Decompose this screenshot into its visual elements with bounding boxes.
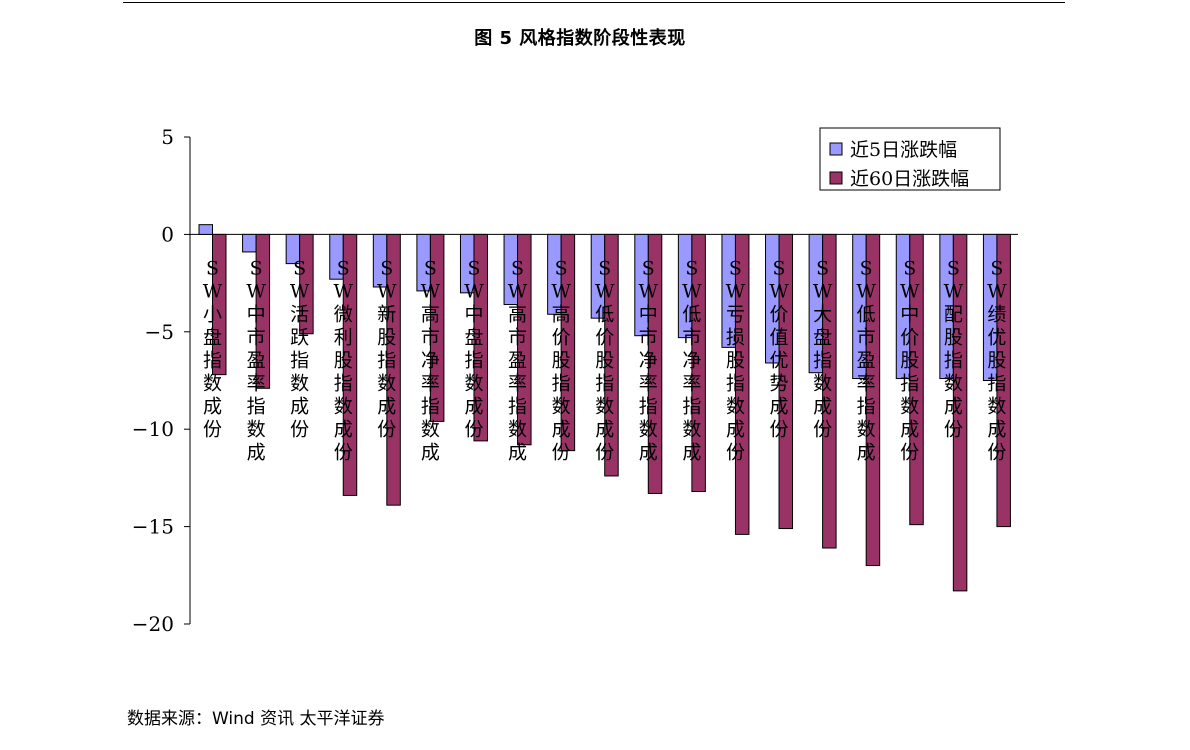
legend-label: 近60日涨跌幅 (850, 168, 969, 190)
category-label: S W 小盘指数成份 (203, 257, 223, 440)
category-label: S W 配股指数成份 (944, 257, 964, 440)
bar-60day (996, 233, 1011, 528)
category-label: S W 中市净率指数成 (639, 257, 659, 463)
category-label: S W 大盘指数成份 (813, 257, 833, 440)
category-label: S W 低市净率指数成 (682, 257, 702, 463)
bar-60day (865, 233, 881, 567)
y-tick-label: −20 (132, 612, 174, 636)
category-label: S W 活跃指数成份 (290, 257, 310, 440)
bar-60day (342, 233, 358, 496)
bar-60day (734, 233, 750, 535)
bar-60day (299, 233, 314, 335)
category-label: S W 低市盈率指数成 (856, 257, 876, 463)
bar-60day (952, 233, 968, 592)
figure-title: 图 5 风格指数阶段性表现 (474, 28, 686, 49)
bar-60day (691, 233, 706, 493)
category-label: S W 新股指数成份 (377, 257, 397, 440)
bar-60day (560, 233, 576, 452)
category-label: S W 亏损股指数成份 (726, 257, 746, 463)
category-label: S W 低价股指数成份 (595, 257, 615, 463)
category-label: S W 绩优股指数成份 (987, 257, 1007, 463)
y-tick-label: −5 (145, 320, 174, 344)
bar-60day (647, 233, 663, 494)
bar-5day (198, 224, 213, 235)
bar-60day (473, 233, 488, 442)
category-label: S W 高价股指数成份 (551, 257, 571, 463)
bar-60day (212, 233, 227, 376)
bar-5day (242, 233, 257, 253)
category-label: S W 高市盈率指数成 (508, 257, 528, 463)
bar-60day (386, 233, 401, 506)
legend-box (819, 127, 1001, 191)
bar-60day (778, 233, 794, 530)
bar-60day (255, 233, 271, 389)
category-label: S W 中盘指数成份 (464, 257, 484, 440)
legend-label: 近5日涨跌幅 (850, 139, 957, 161)
bar-60day (822, 233, 837, 549)
y-tick-label: −15 (132, 515, 174, 539)
category-label: S W 中价股指数成份 (900, 257, 920, 463)
category-label: S W 高市净率指数成 (421, 257, 441, 463)
legend-swatch (829, 142, 843, 156)
y-tick-label: 5 (161, 125, 174, 149)
category-label: S W 中市盈率指数成 (246, 257, 266, 463)
category-label: S W 价值优势成份 (769, 257, 789, 440)
bar-60day (909, 233, 924, 526)
bar-60day (517, 233, 532, 446)
category-label: S W 微利股指数成份 (333, 257, 353, 463)
y-tick-label: 0 (161, 222, 174, 246)
y-tick-label: −10 (132, 417, 174, 441)
bar-60day (604, 233, 619, 477)
data-source-note: 数据来源：Wind 资讯 太平洋证券 (127, 709, 385, 729)
top-rule (123, 2, 1065, 3)
legend-swatch (829, 171, 843, 185)
bar-60day (429, 233, 445, 422)
